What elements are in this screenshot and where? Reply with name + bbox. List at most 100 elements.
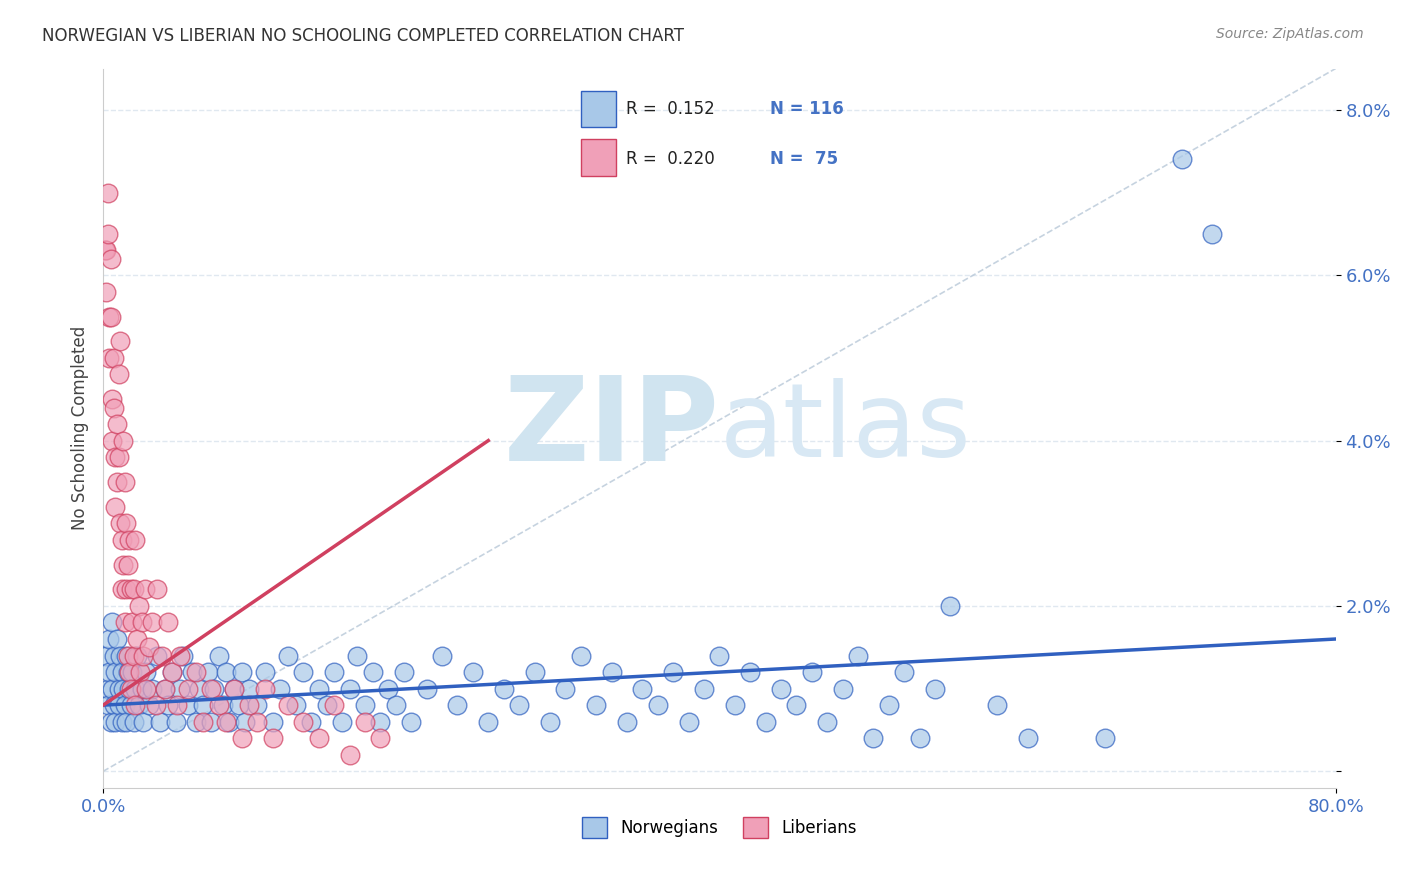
Point	[308, 681, 330, 696]
Point	[129, 665, 152, 679]
Point	[114, 698, 136, 713]
Point	[208, 698, 231, 713]
Point	[121, 665, 143, 679]
Point	[107, 450, 129, 464]
Point	[115, 516, 138, 531]
Point	[212, 698, 235, 713]
Point	[284, 698, 307, 713]
Point	[299, 714, 322, 729]
Point	[100, 310, 122, 324]
Point	[330, 714, 353, 729]
Point	[430, 648, 453, 663]
Point	[755, 714, 778, 729]
Point	[124, 533, 146, 547]
Point	[108, 334, 131, 349]
Point	[101, 681, 124, 696]
Point	[110, 533, 132, 547]
Point	[104, 714, 127, 729]
Point	[554, 681, 576, 696]
Point	[877, 698, 900, 713]
Point	[141, 615, 163, 630]
Point	[177, 698, 200, 713]
Point	[986, 698, 1008, 713]
Point	[222, 681, 245, 696]
Point	[122, 648, 145, 663]
Point	[146, 648, 169, 663]
Point	[149, 714, 172, 729]
Point	[115, 714, 138, 729]
Text: NORWEGIAN VS LIBERIAN NO SCHOOLING COMPLETED CORRELATION CHART: NORWEGIAN VS LIBERIAN NO SCHOOLING COMPL…	[42, 27, 685, 45]
Point	[231, 731, 253, 746]
Point	[908, 731, 931, 746]
Point	[124, 698, 146, 713]
Point	[177, 681, 200, 696]
Point	[862, 731, 884, 746]
Point	[339, 681, 361, 696]
Point	[709, 648, 731, 663]
Point	[253, 665, 276, 679]
Point	[110, 582, 132, 597]
Point	[97, 698, 120, 713]
Point	[523, 665, 546, 679]
Point	[693, 681, 716, 696]
Point	[385, 698, 408, 713]
Point	[105, 632, 128, 646]
Point	[93, 244, 115, 258]
Point	[238, 681, 260, 696]
Point	[253, 681, 276, 696]
Point	[104, 500, 127, 514]
Point	[415, 681, 437, 696]
Point	[108, 648, 131, 663]
Point	[101, 615, 124, 630]
Point	[97, 186, 120, 200]
Point	[361, 665, 384, 679]
Point	[100, 252, 122, 266]
Point	[118, 681, 141, 696]
Point	[277, 648, 299, 663]
Point	[538, 714, 561, 729]
Point	[98, 665, 121, 679]
Point	[117, 665, 139, 679]
Point	[122, 714, 145, 729]
Point	[354, 698, 377, 713]
Point	[107, 368, 129, 382]
Point	[114, 615, 136, 630]
Point	[616, 714, 638, 729]
Point	[569, 648, 592, 663]
Point	[122, 582, 145, 597]
Point	[101, 392, 124, 407]
Point	[105, 475, 128, 489]
Point	[208, 648, 231, 663]
Point	[132, 648, 155, 663]
Point	[631, 681, 654, 696]
Point	[893, 665, 915, 679]
Point	[492, 681, 515, 696]
Point	[585, 698, 607, 713]
Point	[117, 558, 139, 572]
Point	[153, 681, 176, 696]
Point	[107, 681, 129, 696]
Point	[138, 640, 160, 655]
Point	[117, 648, 139, 663]
Point	[939, 599, 962, 613]
Point	[370, 731, 392, 746]
Point	[141, 681, 163, 696]
Point	[678, 714, 700, 729]
Point	[104, 665, 127, 679]
Point	[103, 648, 125, 663]
Point	[98, 351, 121, 365]
Point	[193, 698, 215, 713]
Text: ZIP: ZIP	[503, 371, 720, 485]
Point	[118, 533, 141, 547]
Point	[354, 714, 377, 729]
Point	[269, 681, 291, 696]
Point	[231, 665, 253, 679]
Point	[262, 714, 284, 729]
Point	[184, 714, 207, 729]
Point	[202, 681, 225, 696]
Point	[132, 714, 155, 729]
Point	[262, 731, 284, 746]
Point	[831, 681, 853, 696]
Text: Source: ZipAtlas.com: Source: ZipAtlas.com	[1216, 27, 1364, 41]
Point	[124, 681, 146, 696]
